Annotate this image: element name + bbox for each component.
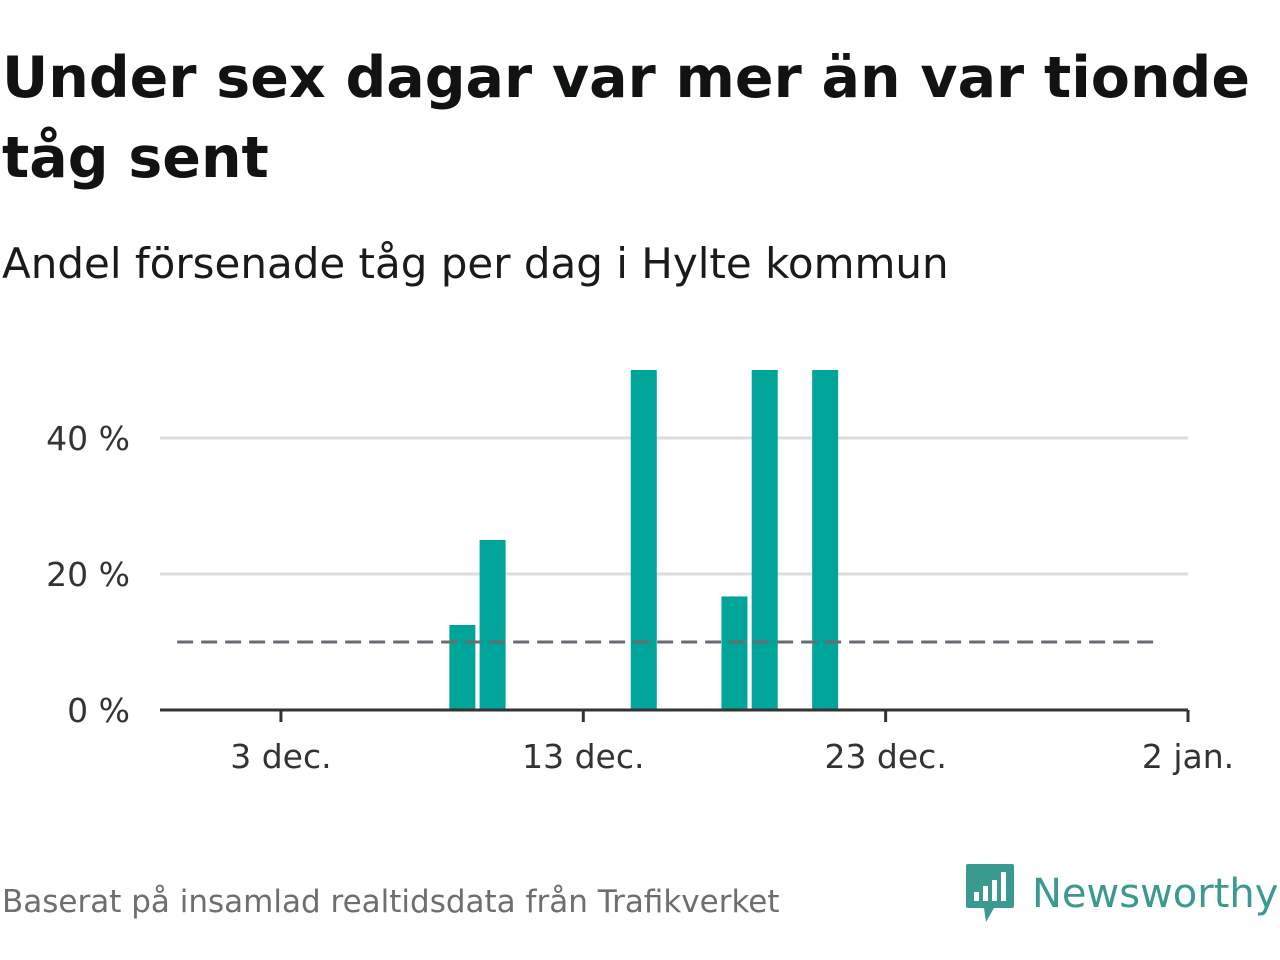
gridlines — [160, 436, 1188, 576]
bar-chart: 0 % 20 % 40 % 3 dec. 13 dec. 23 dec. 2 jan. — [46, 370, 1234, 776]
bar — [812, 370, 839, 710]
newsworthy-chart-bubble-icon — [966, 864, 1014, 922]
bar — [449, 625, 476, 710]
y-tick-label: 40 % — [46, 419, 130, 458]
bar — [479, 540, 506, 710]
bar — [721, 596, 748, 710]
brand-logo[interactable]: Newsworthy — [964, 862, 1278, 926]
x-tick-label: 13 dec. — [522, 737, 644, 776]
y-tick-label: 20 % — [46, 555, 130, 594]
x-tick-label: 23 dec. — [824, 737, 946, 776]
x-tick-label: 2 jan. — [1142, 737, 1234, 776]
bars — [449, 370, 839, 710]
bar — [751, 370, 778, 710]
x-tick-label: 3 dec. — [230, 737, 331, 776]
y-axis-ticks: 0 % 20 % 40 % — [46, 419, 130, 730]
chart-subtitle: Andel försenade tåg per dag i Hylte komm… — [2, 239, 949, 288]
source-note: Baserat på insamlad realtidsdata från Tr… — [2, 884, 780, 920]
brand-name: Newsworthy — [1032, 871, 1279, 917]
x-axis-ticks: 3 dec. 13 dec. 23 dec. 2 jan. — [230, 710, 1234, 776]
bar — [630, 370, 657, 710]
y-tick-label: 0 % — [67, 691, 130, 730]
chart-title: Under sex dagar var mer än var tionde tå… — [2, 45, 1250, 191]
